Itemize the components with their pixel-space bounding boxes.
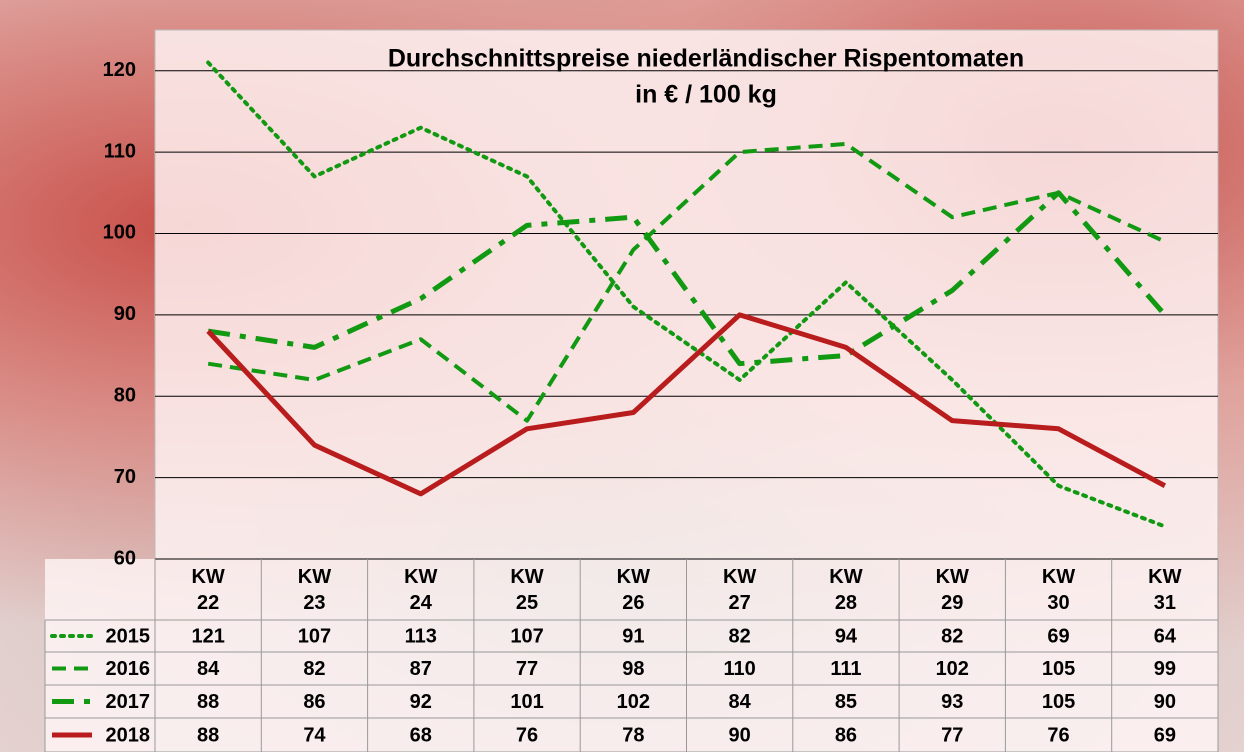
table-value: 77 xyxy=(516,658,538,680)
x-tick-text: KW 28 xyxy=(826,564,866,616)
x-tick-text: KW 22 xyxy=(188,564,228,616)
y-tick-label: 80 xyxy=(114,385,136,407)
table-value: 107 xyxy=(510,625,543,647)
y-tick-label: 110 xyxy=(104,140,136,162)
legend-label: 2017 xyxy=(106,691,151,713)
table-value: 121 xyxy=(191,625,224,647)
table-value: 68 xyxy=(410,724,432,746)
table-value: 69 xyxy=(1154,724,1176,746)
y-tick-label: 70 xyxy=(114,466,136,488)
chart-subtitle: in € / 100 kg xyxy=(635,81,777,109)
chart-title: Durchschnittspreise niederländischer Ris… xyxy=(388,45,1024,73)
table-value: 93 xyxy=(941,691,963,713)
table-value: 98 xyxy=(622,658,644,680)
table-value: 87 xyxy=(410,658,432,680)
table-value: 102 xyxy=(617,691,650,713)
table-value: 111 xyxy=(830,658,861,680)
table-value: 82 xyxy=(941,625,963,647)
x-tick-label: KW 24 xyxy=(368,564,474,616)
x-tick-text: KW 23 xyxy=(294,564,334,616)
x-tick-label: KW 23 xyxy=(261,564,367,616)
table-value: 101 xyxy=(510,691,543,713)
x-tick-text: KW 26 xyxy=(613,564,653,616)
table-value: 78 xyxy=(622,724,644,746)
table-value: 92 xyxy=(410,691,432,713)
table-value: 82 xyxy=(729,625,751,647)
x-tick-text: KW 30 xyxy=(1039,564,1079,616)
table-value: 105 xyxy=(1042,691,1075,713)
x-tick-text: KW 31 xyxy=(1145,564,1185,616)
y-tick-label: 120 xyxy=(103,59,136,81)
table-value: 90 xyxy=(1154,691,1176,713)
table-value: 88 xyxy=(197,691,219,713)
table-value: 77 xyxy=(941,724,963,746)
legend-label: 2016 xyxy=(106,658,151,680)
x-tick-text: KW 24 xyxy=(401,564,441,616)
x-tick-label: KW 30 xyxy=(1005,564,1111,616)
x-tick-label: KW 22 xyxy=(155,564,261,616)
chart: Durchschnittspreise niederländischer Ris… xyxy=(0,0,1244,752)
table-value: 90 xyxy=(729,724,751,746)
x-tick-label: KW 31 xyxy=(1112,564,1218,616)
y-tick-label: 100 xyxy=(103,222,136,244)
table-value: 74 xyxy=(303,724,326,746)
table-value: 85 xyxy=(835,691,857,713)
legend-label: 2018 xyxy=(106,724,151,746)
table-value: 107 xyxy=(298,625,331,647)
table-value: 64 xyxy=(1154,625,1177,647)
x-tick-label: KW 26 xyxy=(580,564,686,616)
plot-area xyxy=(155,30,1218,559)
table-value: 84 xyxy=(729,691,752,713)
x-tick-text: KW 29 xyxy=(932,564,972,616)
table-value: 110 xyxy=(724,658,756,680)
table-value: 91 xyxy=(622,625,644,647)
table-value: 86 xyxy=(835,724,857,746)
table-value: 102 xyxy=(936,658,969,680)
x-tick-label: KW 29 xyxy=(899,564,1005,616)
table-value: 76 xyxy=(1047,724,1069,746)
table-value: 76 xyxy=(516,724,538,746)
table-value: 113 xyxy=(405,625,437,647)
table-value: 84 xyxy=(197,658,220,680)
x-tick-text: KW 25 xyxy=(507,564,547,616)
table-value: 82 xyxy=(303,658,325,680)
table-value: 99 xyxy=(1154,658,1176,680)
x-tick-label: KW 25 xyxy=(474,564,580,616)
table-value: 69 xyxy=(1047,625,1069,647)
legend-label: 2015 xyxy=(106,625,151,647)
x-tick-text: KW 27 xyxy=(720,564,760,616)
table-value: 86 xyxy=(303,691,325,713)
x-tick-label: KW 28 xyxy=(793,564,899,616)
page: Durchschnittspreise niederländischer Ris… xyxy=(0,0,1244,752)
y-tick-label: 60 xyxy=(114,547,136,569)
table-value: 88 xyxy=(197,724,219,746)
x-tick-label: KW 27 xyxy=(687,564,793,616)
table-value: 94 xyxy=(835,625,858,647)
y-tick-label: 90 xyxy=(114,303,136,325)
table-value: 105 xyxy=(1042,658,1075,680)
